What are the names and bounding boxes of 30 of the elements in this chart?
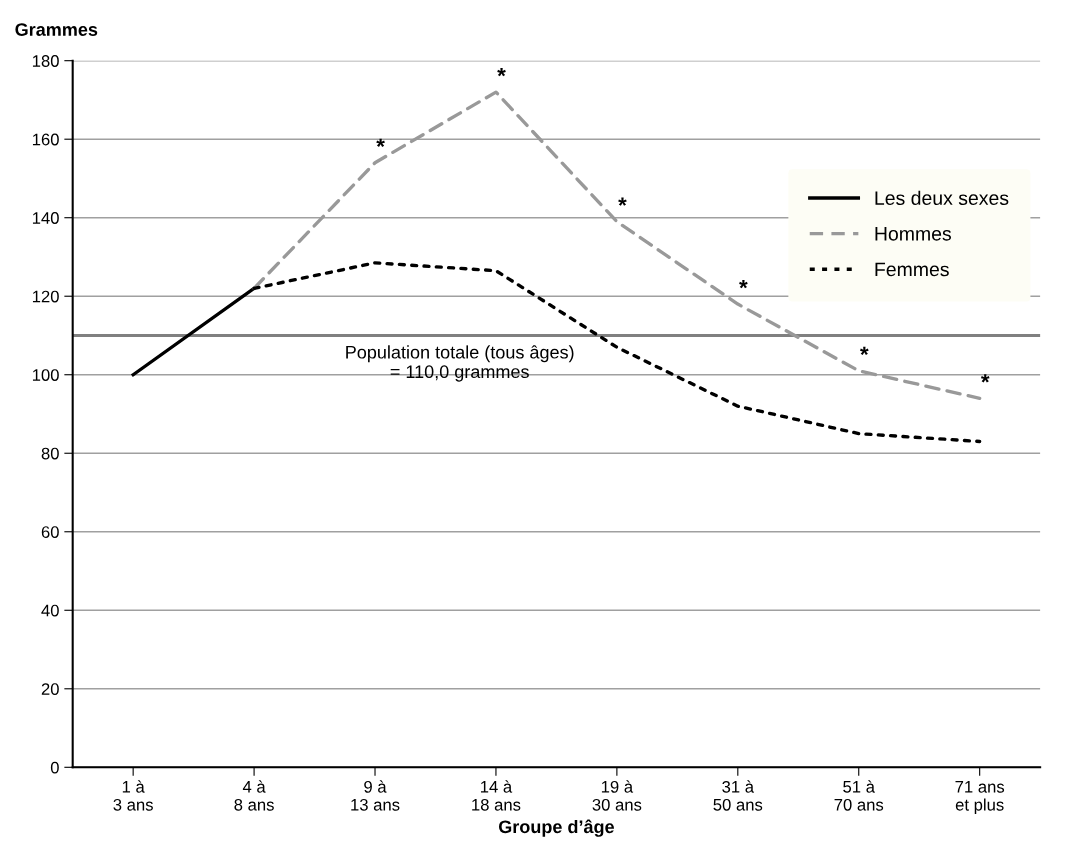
y-tick-label: 80 xyxy=(41,447,59,460)
x-axis-title: Groupe d’âge xyxy=(498,819,614,837)
y-tick-label: 20 xyxy=(41,683,59,695)
legend-label: Les deux sexes xyxy=(875,190,1009,206)
x-tick-label: 1 à 3 ans xyxy=(113,780,153,811)
x-tick-label: 51 à 70 ans xyxy=(834,780,884,811)
x-tick-label: 14 à 18 ans xyxy=(472,780,521,811)
x-tick-label: 9 à 13 ans xyxy=(351,780,400,811)
y-tick-label: 40 xyxy=(41,604,59,617)
y-tick-label: 120 xyxy=(32,290,59,303)
y-tick-label: 100 xyxy=(32,369,59,381)
x-tick-label: 19 à 30 ans xyxy=(592,780,642,811)
annotation: * xyxy=(739,280,748,289)
y-tick-label: 180 xyxy=(32,55,59,67)
annotation: * xyxy=(497,68,506,77)
x-tick-label: 4 à 8 ans xyxy=(234,780,274,811)
y-axis-title: Grammes xyxy=(15,23,98,36)
y-tick-label: 0 xyxy=(50,761,59,774)
y-tick-label: 140 xyxy=(32,212,59,224)
y-tick-label: 160 xyxy=(32,133,59,146)
annotation: * xyxy=(860,346,869,356)
annotation: * xyxy=(980,374,990,383)
legend-label: Hommes xyxy=(875,227,952,241)
ref-line-label: Population totale (tous âges) = 110,0 grammes xyxy=(346,345,574,382)
annotation: * xyxy=(618,197,627,206)
y-tick-label: 60 xyxy=(41,526,59,538)
annotation: * xyxy=(376,138,385,147)
x-tick-label: 31 à 50 ans xyxy=(713,780,763,811)
x-tick-label: 71 ans et plus xyxy=(955,781,1005,814)
legend-label: Femmes xyxy=(875,262,949,277)
